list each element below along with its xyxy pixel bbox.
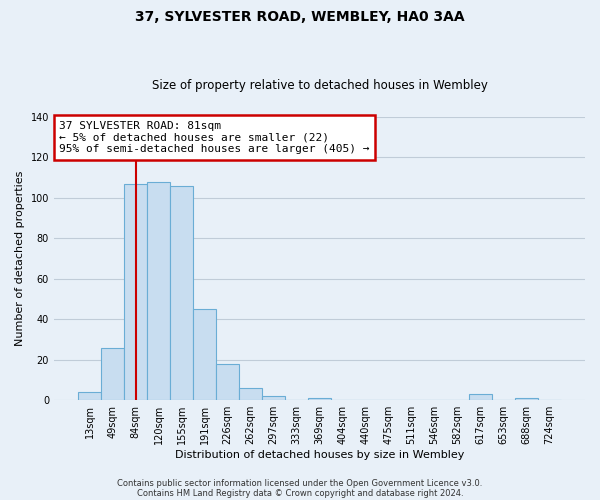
Text: 37 SYLVESTER ROAD: 81sqm
← 5% of detached houses are smaller (22)
95% of semi-de: 37 SYLVESTER ROAD: 81sqm ← 5% of detache…	[59, 121, 370, 154]
Bar	[101, 348, 124, 400]
Bar	[147, 182, 170, 400]
Text: Contains public sector information licensed under the Open Government Licence v3: Contains public sector information licen…	[118, 478, 482, 488]
Bar	[170, 186, 193, 400]
Text: 37, SYLVESTER ROAD, WEMBLEY, HA0 3AA: 37, SYLVESTER ROAD, WEMBLEY, HA0 3AA	[135, 10, 465, 24]
Bar	[308, 398, 331, 400]
Bar	[515, 398, 538, 400]
Bar	[469, 394, 492, 400]
Bar	[124, 184, 147, 400]
Bar	[216, 364, 239, 400]
Bar	[78, 392, 101, 400]
Bar	[193, 309, 216, 400]
Bar	[239, 388, 262, 400]
X-axis label: Distribution of detached houses by size in Wembley: Distribution of detached houses by size …	[175, 450, 464, 460]
Title: Size of property relative to detached houses in Wembley: Size of property relative to detached ho…	[152, 79, 487, 92]
Y-axis label: Number of detached properties: Number of detached properties	[15, 171, 25, 346]
Text: Contains HM Land Registry data © Crown copyright and database right 2024.: Contains HM Land Registry data © Crown c…	[137, 488, 463, 498]
Bar	[262, 396, 285, 400]
